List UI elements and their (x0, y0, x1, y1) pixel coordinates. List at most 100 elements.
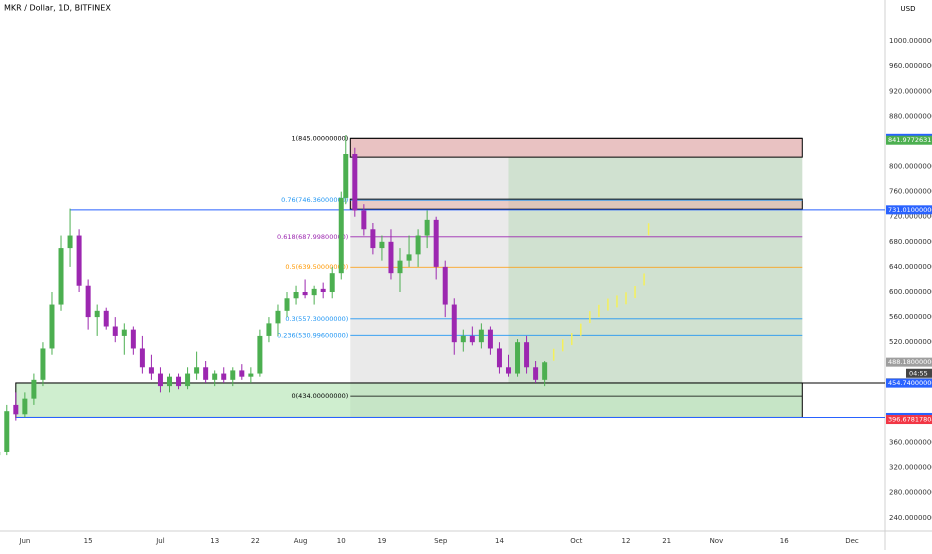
candle-body (285, 298, 290, 311)
price-tag-label: 488.18000000 (888, 358, 932, 366)
candle-body (68, 236, 73, 249)
zone (16, 383, 802, 418)
x-tick-label: 19 (377, 537, 386, 545)
candle-body (542, 362, 547, 380)
y-tick-label: 920.00000000 (889, 87, 932, 95)
candle-body (497, 348, 502, 367)
candle-body (343, 154, 348, 198)
candle-body (104, 311, 109, 327)
y-tick-label: 680.00000000 (889, 238, 932, 246)
candle-body (185, 374, 190, 387)
countdown: 04:55 (909, 369, 928, 377)
candle-body (230, 370, 235, 379)
y-tick-label: 560.00000000 (889, 313, 932, 321)
candle-body (167, 377, 172, 386)
candle-body (95, 311, 100, 317)
candle-body (479, 330, 484, 343)
y-tick-label: 880.00000000 (889, 112, 932, 120)
x-tick-label: 13 (210, 537, 219, 545)
price-tag-label: 731.01000000 (888, 206, 932, 214)
candle-body (149, 367, 154, 373)
y-tick-label: 520.00000000 (889, 338, 932, 346)
candle-body (221, 374, 226, 380)
candle-body (294, 292, 299, 298)
x-tick-label: Nov (710, 537, 724, 545)
candle-body (49, 305, 54, 349)
candle-body (352, 154, 357, 210)
x-tick-label: Aug (294, 537, 308, 545)
candle-body (59, 248, 64, 304)
candle-body (407, 254, 412, 260)
fib-label: 1(845.00000000) (292, 134, 349, 142)
candle-body (77, 236, 82, 286)
candle-body (22, 399, 27, 415)
x-tick-label: 10 (337, 537, 346, 545)
candle-body (275, 311, 280, 324)
chart-title: MKR / Dollar, 1D, BITFINEX (4, 4, 111, 13)
candle-body (131, 330, 136, 349)
candle-body (203, 367, 208, 380)
candle-body (4, 411, 9, 452)
zone (508, 157, 802, 383)
candle-body (257, 336, 262, 374)
candle-body (330, 273, 335, 292)
fib-label: 0.618(687.99800000) (277, 233, 348, 241)
candle-body (533, 367, 538, 380)
fib-label: 0(434.00000000) (292, 392, 349, 400)
x-tick-label: 12 (622, 537, 631, 545)
candle-body (13, 405, 18, 414)
candle-body (416, 236, 421, 255)
x-tick-label: Sep (434, 537, 448, 545)
x-tick-label: Dec (845, 537, 859, 545)
fib-label: 0.3(557.30000000) (285, 315, 348, 323)
candle-body (194, 367, 199, 373)
candle-body (176, 377, 181, 386)
y-axis-label: USD (901, 5, 916, 13)
candle-body (122, 330, 127, 336)
candle-body (303, 292, 308, 295)
y-tick-label: 640.00000000 (889, 263, 932, 271)
y-tick-label: 1000.00000000 (889, 37, 932, 45)
x-tick-label: Jul (155, 537, 165, 545)
candle-body (113, 327, 118, 336)
candle-body (86, 286, 91, 317)
zone (350, 199, 802, 209)
price-tag-label: 454.74000000 (888, 379, 932, 387)
candle-body (239, 370, 244, 376)
x-tick-label: 14 (495, 537, 504, 545)
price-tag-label: 396.67817804 (888, 416, 932, 424)
x-tick-label: 15 (84, 537, 93, 545)
y-tick-label: 600.00000000 (889, 288, 932, 296)
y-tick-label: 960.00000000 (889, 62, 932, 70)
y-tick-label: 800.00000000 (889, 163, 932, 171)
candle-body (434, 220, 439, 267)
candle-body (140, 348, 145, 367)
candle-body (425, 220, 430, 236)
candle-body (461, 336, 466, 342)
candle-body (470, 336, 475, 342)
candle-body (452, 305, 457, 343)
candle-body (488, 330, 493, 349)
candle-body (266, 323, 271, 336)
fib-label: 0.236(530.99600000) (277, 331, 348, 339)
candle-body (506, 367, 511, 373)
candle-body (312, 289, 317, 295)
x-tick-label: Oct (570, 537, 582, 545)
candle-body (158, 374, 163, 387)
candle-body (40, 348, 45, 379)
candle-body (388, 242, 393, 273)
candle-body (379, 242, 384, 248)
candle-body (524, 342, 529, 367)
candle-body (370, 229, 375, 248)
candle-body (515, 342, 520, 373)
candle-body (212, 374, 217, 380)
price-tag-label: 841.97726311 (888, 136, 932, 144)
zone (350, 138, 802, 157)
candle-body (398, 261, 403, 274)
x-tick-label: 16 (780, 537, 789, 545)
candle-body (361, 210, 366, 229)
x-tick-label: 22 (251, 537, 260, 545)
y-tick-label: 280.00000000 (889, 489, 932, 497)
candle-body (31, 380, 36, 399)
